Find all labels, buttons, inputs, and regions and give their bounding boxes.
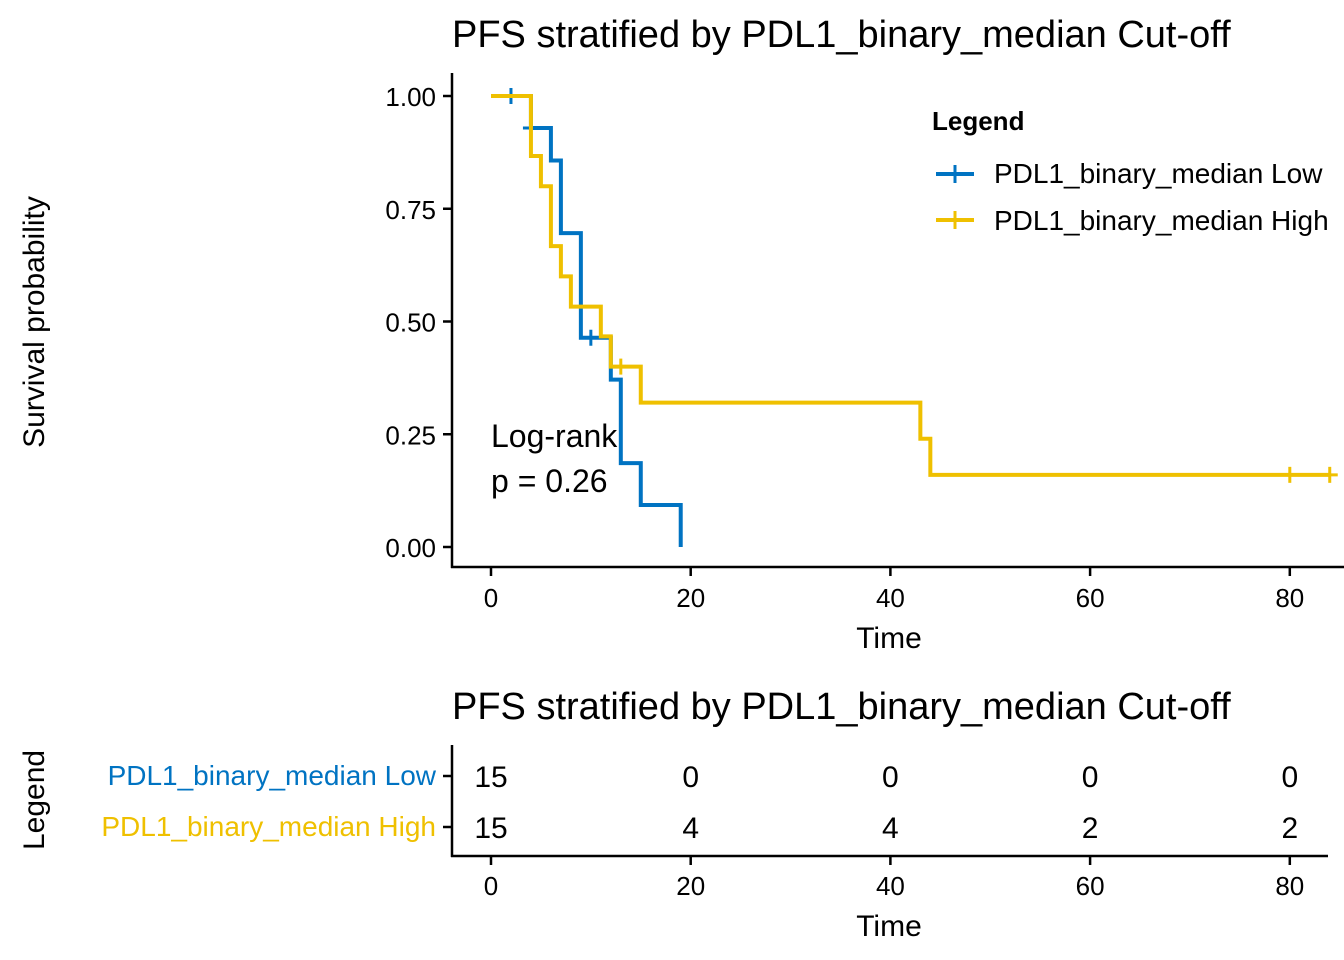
censor-mark-low (582, 329, 599, 346)
risk-x-tick-label: 20 (676, 871, 705, 901)
legend-key-low (936, 165, 974, 183)
y-axis-label: Survival probability (18, 196, 51, 448)
legend-title: Legend (932, 106, 1024, 136)
survival-plot: PFS stratified by PDL1_binary_median Cut… (18, 14, 1344, 655)
survival-curves (491, 88, 1338, 547)
censor-mark-high (1321, 466, 1338, 483)
x-tick-label: 20 (676, 583, 705, 613)
logrank-p-value: p = 0.26 (491, 463, 608, 499)
y-tick-label: 0.00 (385, 533, 436, 563)
risk-table-x-ticks: 0 20 40 60 80 (484, 856, 1304, 901)
y-tick-label: 0.50 (385, 308, 436, 338)
risk-table-y-label: Legend (18, 750, 51, 850)
risk-table-x-label: Time (856, 910, 922, 943)
risk-row-label-high: PDL1_binary_median High (101, 811, 436, 842)
risk-cell-low: 0 (1082, 761, 1099, 794)
survival-plot-title: PFS stratified by PDL1_binary_median Cut… (452, 14, 1231, 56)
legend-key-high (936, 211, 974, 229)
risk-cell-high: 4 (882, 812, 899, 845)
risk-cell-high: 2 (1281, 812, 1298, 845)
risk-table-cells: 15 0 0 0 0 15 4 4 2 2 (474, 761, 1298, 845)
x-axis-label: Time (856, 622, 922, 655)
legend: Legend PDL1_binary_median Low PDL1_binar… (932, 106, 1329, 236)
curve-high (491, 94, 1330, 477)
x-tick-label: 80 (1275, 583, 1304, 613)
risk-row-label-low: PDL1_binary_median Low (108, 760, 437, 791)
y-axis-ticks: 0.00 0.25 0.50 0.75 1.00 (385, 82, 452, 563)
legend-entry-low: PDL1_binary_median Low (994, 158, 1323, 189)
risk-table: PFS stratified by PDL1_binary_median Cut… (18, 686, 1328, 943)
y-tick-label: 1.00 (385, 82, 436, 112)
risk-x-tick-label: 0 (484, 871, 498, 901)
risk-table-title: PFS stratified by PDL1_binary_median Cut… (452, 686, 1231, 728)
risk-table-y-ticks (443, 774, 452, 829)
risk-x-tick-label: 40 (876, 871, 905, 901)
risk-cell-low: 0 (882, 761, 899, 794)
x-tick-label: 60 (1076, 583, 1105, 613)
censor-mark-high (612, 358, 629, 375)
legend-keys (936, 165, 974, 229)
risk-x-tick-label: 60 (1076, 871, 1105, 901)
logrank-annotation: Log-rank p = 0.26 (491, 418, 618, 499)
risk-cell-low: 15 (474, 761, 507, 794)
censor-mark-high (1281, 466, 1298, 483)
risk-x-tick-label: 80 (1275, 871, 1304, 901)
curve-low (491, 94, 683, 547)
x-axis-ticks: 0 20 40 60 80 (484, 567, 1304, 613)
y-tick-label: 0.75 (385, 195, 436, 225)
logrank-label: Log-rank (491, 418, 618, 454)
risk-cell-high: 2 (1082, 812, 1099, 845)
x-tick-label: 40 (876, 583, 905, 613)
risk-cell-high: 15 (474, 812, 507, 845)
y-tick-label: 0.25 (385, 420, 436, 450)
risk-cell-low: 0 (1281, 761, 1298, 794)
risk-cell-high: 4 (682, 812, 699, 845)
legend-entry-high: PDL1_binary_median High (994, 205, 1329, 236)
x-tick-label: 0 (484, 583, 498, 613)
risk-cell-low: 0 (682, 761, 699, 794)
